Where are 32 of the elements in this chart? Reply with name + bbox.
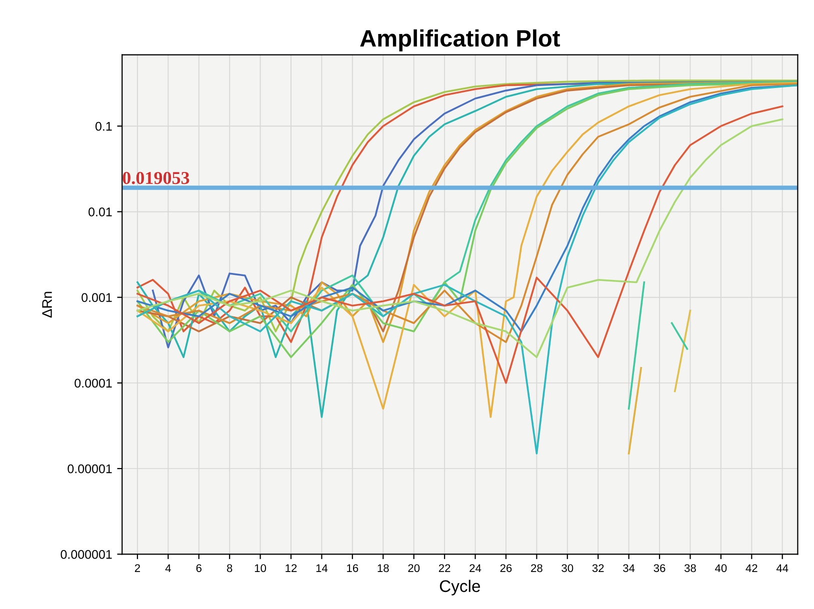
x-tick-label: 34 <box>623 564 635 572</box>
x-tick-label: 30 <box>562 564 574 572</box>
ref-line-label: 0.019053 <box>122 172 190 184</box>
x-tick-label: 8 <box>226 564 232 572</box>
x-tick-label: 20 <box>408 564 420 572</box>
x-tick-label: 26 <box>500 564 512 572</box>
x-tick-label: 36 <box>654 564 666 572</box>
x-tick-label: 28 <box>531 564 542 572</box>
y-axis-title: ΔRn <box>42 292 52 318</box>
x-tick-label: 14 <box>316 564 328 572</box>
y-tick-label: 0.01 <box>88 208 112 216</box>
x-tick-label: 38 <box>684 564 696 572</box>
x-tick-label: 2 <box>134 564 140 572</box>
x-tick-label: 44 <box>776 564 788 572</box>
x-axis-title: Cycle <box>440 580 480 596</box>
x-tick-label: 6 <box>196 564 202 572</box>
x-tick-label: 32 <box>592 564 604 572</box>
x-tick-label: 40 <box>715 564 727 572</box>
x-tick-label: 24 <box>470 564 482 572</box>
x-tick-label: 10 <box>254 564 266 572</box>
x-tick-label: 12 <box>286 564 297 572</box>
y-tick-label: 0.0001 <box>74 378 112 388</box>
x-tick-label: 42 <box>746 564 758 572</box>
y-tick-label: 0.001 <box>82 293 112 302</box>
x-tick-label: 22 <box>438 564 450 572</box>
y-tick-label: 0.1 <box>95 122 112 131</box>
y-tick-label: 0.00001 <box>68 464 112 474</box>
x-tick-label: 18 <box>378 564 389 572</box>
x-tick-label: 16 <box>347 564 358 572</box>
y-tick-label: 0.000001 <box>60 550 112 559</box>
chart-title: Amplification Plot <box>360 29 560 52</box>
x-tick-label: 4 <box>165 564 171 572</box>
